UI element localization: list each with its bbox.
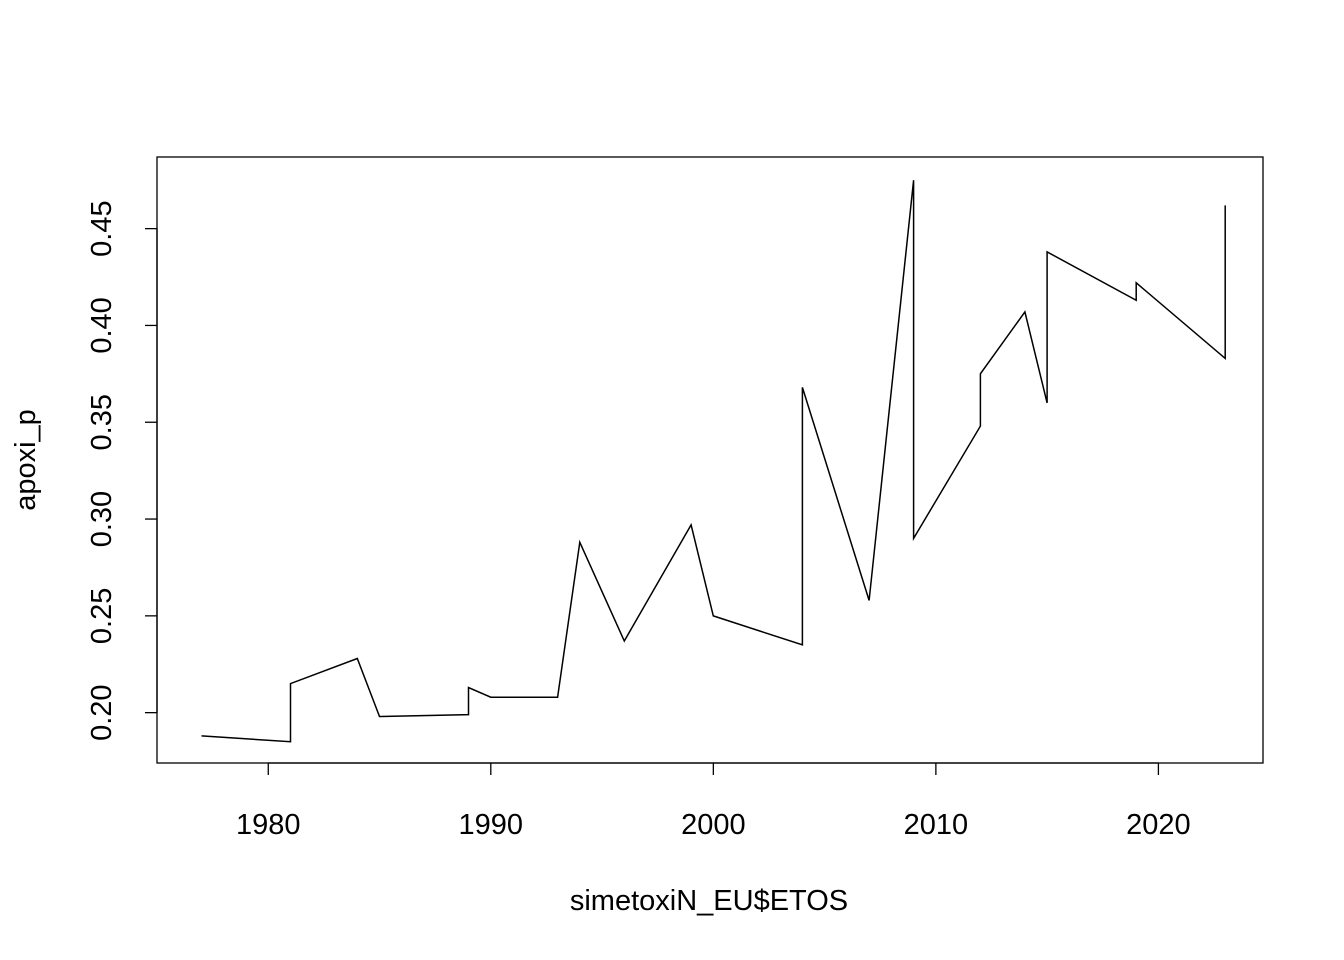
- y-tick-label: 0.25: [86, 588, 118, 644]
- series-line: [201, 180, 1226, 743]
- y-tick-label: 0.45: [86, 200, 118, 256]
- y-tick-label: 0.20: [86, 684, 118, 740]
- x-axis: 1980 1990 2000 2010 2020: [236, 762, 1191, 841]
- data-points: [201, 180, 1225, 742]
- y-tick-label: 0.35: [86, 394, 118, 450]
- y-axis: 0.20 0.25 0.30 0.35 0.40 0.45: [86, 200, 158, 741]
- y-axis-title: apoxi_p: [10, 409, 42, 511]
- x-tick-label: 2000: [681, 809, 746, 841]
- x-tick-label: 1980: [236, 809, 301, 841]
- y-tick-label: 0.40: [86, 297, 118, 353]
- y-tick-label: 0.30: [86, 491, 118, 547]
- x-axis-title: simetoxiN_EU$ETOS: [570, 885, 848, 917]
- x-tick-label: 1990: [459, 809, 524, 841]
- x-tick-label: 2010: [904, 809, 969, 841]
- x-tick-label: 2020: [1126, 809, 1191, 841]
